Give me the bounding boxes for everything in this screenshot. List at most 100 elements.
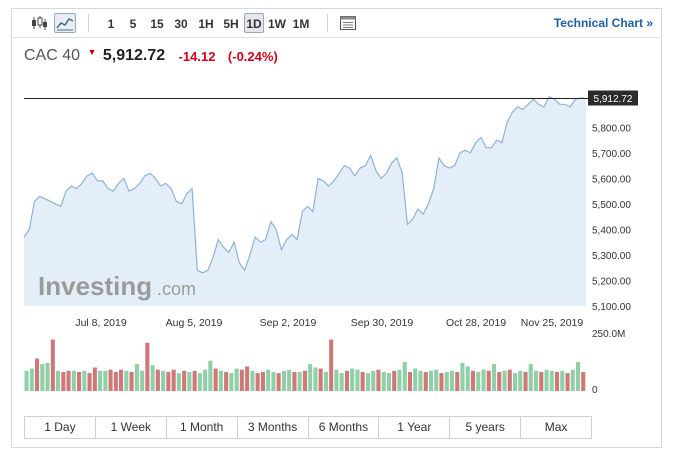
volume-bar — [71, 370, 76, 391]
volume-bar — [360, 372, 365, 391]
volume-bar — [518, 370, 523, 391]
y-tick-label: 5,400.00 — [592, 225, 631, 236]
interval-button-5[interactable]: 5 — [129, 17, 137, 31]
volume-bar — [245, 366, 250, 391]
volume-axis-top: 250.0M — [592, 329, 625, 340]
toolbar-divider — [88, 14, 89, 32]
volume-bar — [292, 372, 297, 391]
interval-button-30[interactable]: 30 — [174, 17, 188, 31]
volume-bar — [407, 372, 412, 391]
volume-bar — [344, 370, 349, 391]
x-tick-label: Sep 2, 2019 — [260, 317, 317, 329]
volume-bar — [402, 361, 407, 391]
volume-bar — [492, 364, 497, 391]
volume-bar — [355, 369, 360, 391]
volume-bar — [45, 363, 50, 391]
volume-bar — [24, 370, 29, 391]
volume-bar — [98, 370, 103, 391]
period-3-months[interactable]: 3 Months — [238, 417, 309, 438]
volume-bar — [161, 370, 166, 391]
volume-bar — [570, 369, 575, 391]
candlestick-icon[interactable] — [28, 13, 50, 33]
x-tick-label: Sep 30, 2019 — [351, 317, 414, 329]
volume-bar — [513, 373, 518, 391]
y-tick-label: 5,300.00 — [592, 251, 631, 262]
volume-bar — [539, 372, 544, 391]
interval-button-1m[interactable]: 1M — [292, 17, 310, 31]
y-tick-label: 5,200.00 — [592, 276, 631, 287]
watermark-text: Investing — [38, 271, 152, 301]
volume-bar — [581, 372, 586, 391]
volume-bar — [134, 364, 139, 391]
volume-bar — [166, 372, 171, 391]
volume-bar — [381, 372, 386, 391]
volume-bar — [297, 372, 302, 391]
data-table-icon[interactable] — [337, 13, 359, 33]
interval-button-15[interactable]: 15 — [150, 17, 164, 31]
x-tick-label: Oct 28, 2019 — [446, 317, 506, 329]
volume-bar — [329, 339, 334, 391]
volume-bar — [50, 339, 55, 391]
x-tick-label: Nov 25, 2019 — [521, 317, 584, 329]
price-change: -14.12 — [178, 48, 216, 64]
volume-bar — [197, 373, 202, 391]
volume-bar — [271, 372, 276, 391]
volume-bar — [397, 369, 402, 391]
volume-bar — [449, 370, 454, 391]
volume-bar — [250, 370, 255, 391]
period-1-day[interactable]: 1 Day — [25, 417, 96, 438]
volume-bar — [224, 372, 229, 391]
period-5-years[interactable]: 5 years — [450, 417, 522, 438]
volume-bar — [260, 372, 265, 391]
price-area — [24, 96, 586, 306]
period-1-week[interactable]: 1 Week — [96, 417, 167, 438]
volume-bar — [386, 373, 391, 391]
period-1-month[interactable]: 1 Month — [167, 417, 238, 438]
period-max[interactable]: Max — [544, 420, 568, 434]
volume-bar — [502, 370, 507, 391]
volume-bar — [444, 372, 449, 391]
volume-bar — [555, 372, 560, 391]
volume-bar — [560, 370, 565, 391]
period-selector: 1 Day 1 Week 1 Month 3 Months 6 Months 1 Year… — [24, 416, 592, 439]
instrument-name: CAC 40 — [24, 47, 81, 64]
interval-button-1d[interactable]: 1D — [244, 13, 264, 33]
volume-bar — [56, 370, 61, 391]
volume-bar — [439, 373, 444, 391]
volume-bar — [40, 364, 45, 391]
volume-bar — [455, 372, 460, 391]
interval-button-5h[interactable]: 5H — [223, 17, 239, 31]
chart-toolbar: 1 5 15 30 1H 5H 1D 1W 1M Technical Chart » — [12, 9, 661, 38]
volume-bar — [171, 369, 176, 391]
y-tick-label: 5,700.00 — [592, 149, 631, 160]
volume-bar — [192, 370, 197, 391]
period-1-year[interactable]: 1 Year — [379, 417, 451, 438]
volume-bar — [350, 368, 355, 391]
volume-bar — [187, 372, 192, 391]
volume-bar — [29, 368, 34, 391]
volume-bar — [108, 369, 113, 391]
price-chart[interactable]: Investing .com 5,912.72 5,100.00 5,200.00 5,3… — [12, 9, 661, 409]
line-chart-icon[interactable] — [54, 13, 76, 33]
volume-bar — [182, 370, 187, 391]
volume-bar — [565, 373, 570, 391]
volume-bar — [376, 369, 381, 391]
period-6-months[interactable]: 6 Months — [309, 417, 380, 438]
volume-bar — [176, 373, 181, 391]
interval-button-1w[interactable]: 1W — [268, 17, 286, 31]
volume-bar — [534, 370, 539, 391]
volume-bar — [276, 373, 281, 391]
x-tick-label: Jul 8, 2019 — [75, 317, 127, 329]
volume-bar — [339, 373, 344, 391]
y-tick-label: 5,500.00 — [592, 200, 631, 211]
interval-button-1[interactable]: 1 — [107, 17, 115, 31]
volume-bar — [213, 368, 218, 391]
volume-bar — [334, 369, 339, 391]
volume-bar — [77, 372, 82, 391]
x-tick-label: Aug 5, 2019 — [166, 317, 223, 329]
volume-bar — [229, 373, 234, 391]
interval-button-1h[interactable]: 1H — [198, 17, 214, 31]
volume-bar — [549, 370, 554, 391]
volume-bar — [418, 370, 423, 391]
technical-chart-link[interactable]: Technical Chart » — [553, 16, 653, 30]
